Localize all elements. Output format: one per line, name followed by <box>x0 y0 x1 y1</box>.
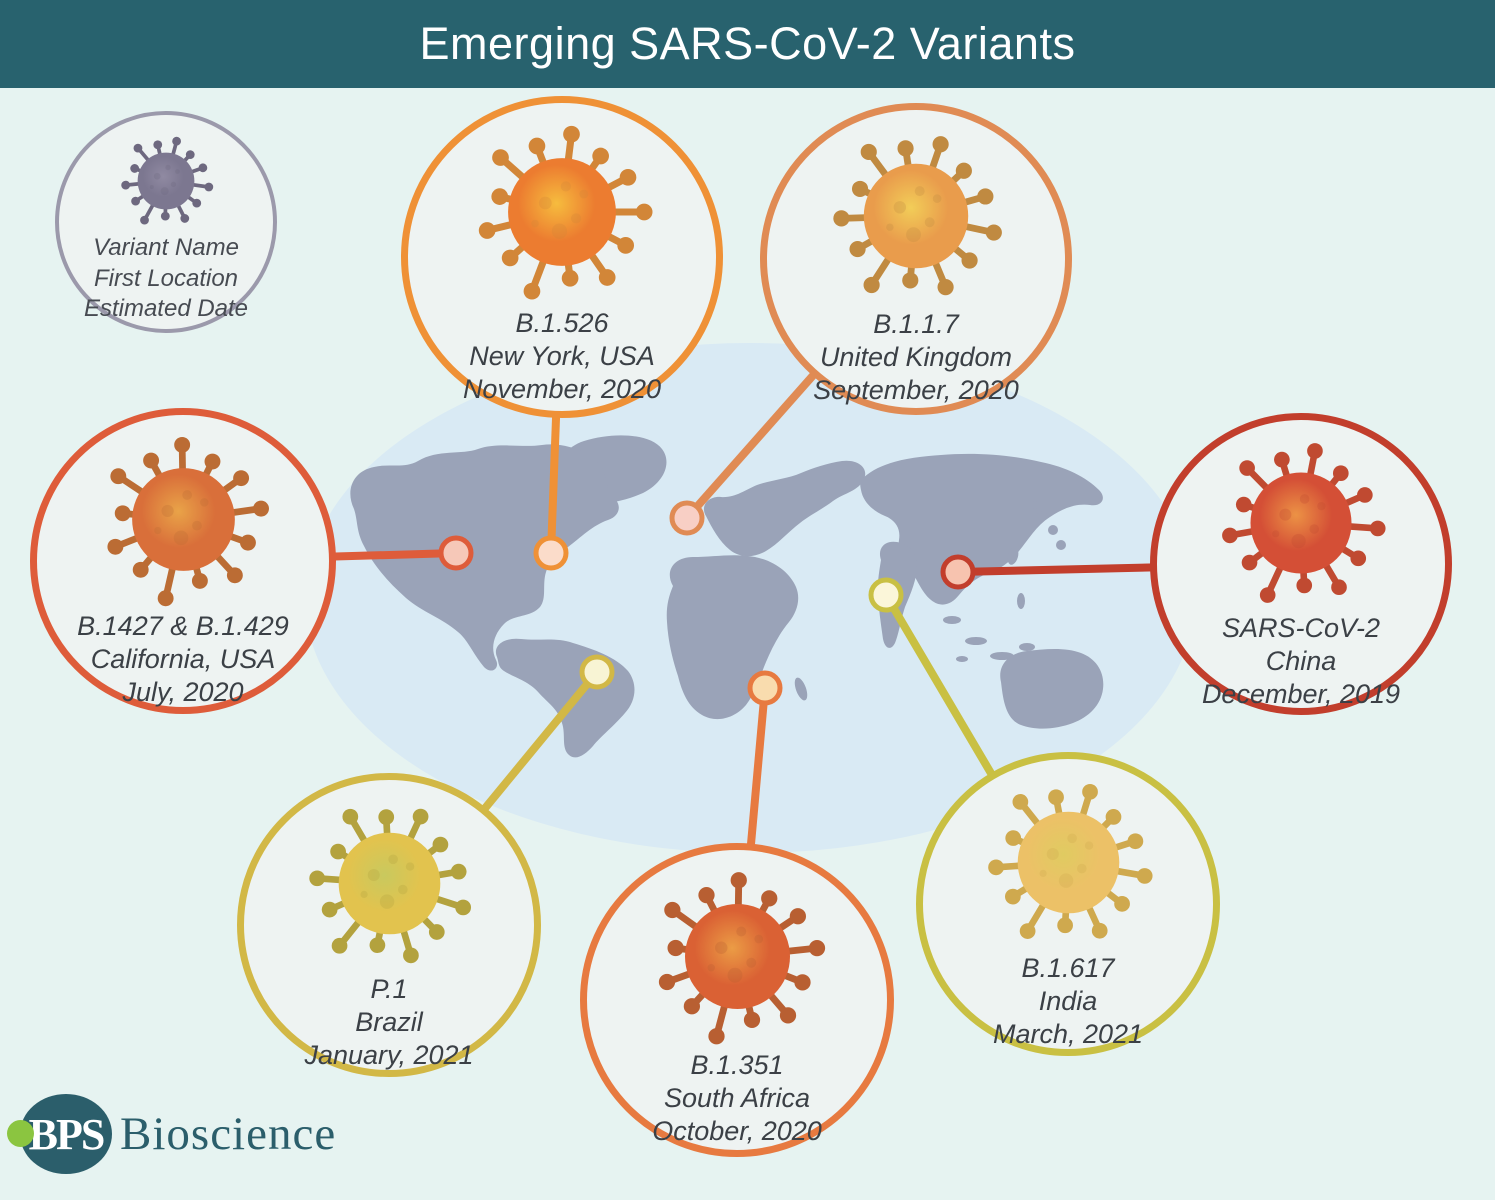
islands-philippines <box>1017 593 1025 609</box>
islands-indonesia <box>990 652 1014 660</box>
virus-icon <box>121 136 214 225</box>
variant-location: California, USA <box>90 643 276 674</box>
islands-indonesia <box>956 656 968 662</box>
bps-logo-abbr: BPS <box>28 1109 106 1159</box>
island-madagascar <box>794 677 808 701</box>
variant-location: United Kingdom <box>819 341 1013 372</box>
variant-label: B.1.351 South Africa October, 2020 <box>587 1049 887 1148</box>
variant-label: B.1.1.7 United Kingdom September, 2020 <box>767 308 1065 407</box>
variant-label: P.1 Brazil January, 2021 <box>244 973 534 1072</box>
variant-name: B.1.526 <box>515 308 609 338</box>
virus-icon <box>833 136 1002 296</box>
variant-name: B.1.617 <box>1021 953 1115 983</box>
virus-icon <box>1222 443 1386 603</box>
green-dot-icon <box>7 1120 34 1147</box>
variant-location: China <box>1265 645 1337 676</box>
map-marker-dot <box>438 535 474 571</box>
map-marker-dot <box>940 554 976 590</box>
variant-location: Brazil <box>355 1006 423 1037</box>
title-bar: Emerging SARS-CoV-2 Variants <box>0 0 1495 88</box>
islands-japan <box>1056 540 1066 550</box>
islands-indonesia <box>965 637 987 645</box>
variant-label: B.1.617 India March, 2021 <box>923 952 1213 1051</box>
continent-australia <box>1000 649 1104 729</box>
islands-japan <box>1031 501 1039 509</box>
legend-circle: Variant Name First Location Estimated Da… <box>55 111 277 333</box>
variant-date: January, 2021 <box>304 1039 474 1070</box>
variant-date: September, 2020 <box>813 374 1019 405</box>
islands-japan <box>1037 511 1047 521</box>
islands-indonesia <box>943 616 961 624</box>
variant-circle-p1: P.1 Brazil January, 2021 <box>237 773 541 1077</box>
legend-text: Variant Name First Location Estimated Da… <box>59 233 273 325</box>
variant-circle-b117: B.1.1.7 United Kingdom September, 2020 <box>760 103 1072 415</box>
variant-circle-b1617: B.1.617 India March, 2021 <box>916 752 1220 1056</box>
virus-slot <box>1212 434 1390 612</box>
variant-date: March, 2021 <box>992 1018 1144 1049</box>
bps-logo-ellipse: BPS <box>7 1094 112 1174</box>
map-marker-dot <box>669 500 705 536</box>
variant-label: B.1427 & B.1.429 California, USA July, 2… <box>37 610 329 709</box>
legend-line-estimated-date: Estimated Date <box>83 295 249 323</box>
map-marker-dot <box>533 535 569 571</box>
map-marker-dot <box>868 577 904 613</box>
virus-slot <box>93 429 274 610</box>
virus-icon <box>478 125 653 300</box>
variant-location: South Africa <box>663 1082 811 1113</box>
variant-name: B.1.351 <box>690 1050 784 1080</box>
virus-icon <box>106 436 269 607</box>
virus-icon <box>308 808 471 964</box>
virus-slot <box>467 117 657 307</box>
variant-name: P.1 <box>370 974 408 1004</box>
map-marker-dot <box>747 670 783 706</box>
virus-slot <box>300 794 479 973</box>
variant-circle-b1427-b1429: B.1427 & B.1.429 California, USA July, 2… <box>30 408 336 714</box>
legend-virus-slot <box>116 131 216 231</box>
peninsula-korea <box>1007 547 1019 565</box>
bps-logo: BPS Bioscience <box>7 1094 337 1174</box>
virus-icon <box>658 872 825 1045</box>
islands-indonesia <box>1019 643 1035 651</box>
continent-asia <box>860 453 1103 605</box>
virus-slot <box>645 864 830 1049</box>
variant-name: B.1427 & B.1.429 <box>77 611 289 641</box>
variant-location: India <box>1038 985 1098 1016</box>
variant-name: B.1.1.7 <box>873 309 959 339</box>
variant-circle-sars-cov-2: SARS-CoV-2 China December, 2019 <box>1150 413 1452 715</box>
continent-africa <box>666 555 799 720</box>
variant-label: SARS-CoV-2 China December, 2019 <box>1157 612 1445 711</box>
continent-europe <box>703 460 866 557</box>
virus-icon <box>987 784 1153 939</box>
islands-japan <box>1048 525 1058 535</box>
variant-circle-b1526: B.1.526 New York, USA November, 2020 <box>401 96 723 418</box>
variant-name: SARS-CoV-2 <box>1221 613 1381 643</box>
variant-date: December, 2019 <box>1201 678 1401 709</box>
variant-label: B.1.526 New York, USA November, 2020 <box>408 307 716 406</box>
virus-slot <box>979 773 1158 952</box>
legend-line-variant-name: Variant Name <box>93 234 239 261</box>
page-title: Emerging SARS-CoV-2 Variants <box>419 18 1076 69</box>
variant-date: November, 2020 <box>462 373 662 404</box>
bps-logo-wordmark: Bioscience <box>120 1108 337 1160</box>
legend-line-first-location: First Location <box>93 264 239 292</box>
variant-location: New York, USA <box>469 340 655 371</box>
virus-slot <box>824 124 1008 308</box>
variant-date: October, 2020 <box>652 1115 822 1146</box>
variant-circle-b1351: B.1.351 South Africa October, 2020 <box>580 843 894 1157</box>
variant-date: July, 2020 <box>122 676 244 707</box>
map-marker-dot <box>579 654 615 690</box>
